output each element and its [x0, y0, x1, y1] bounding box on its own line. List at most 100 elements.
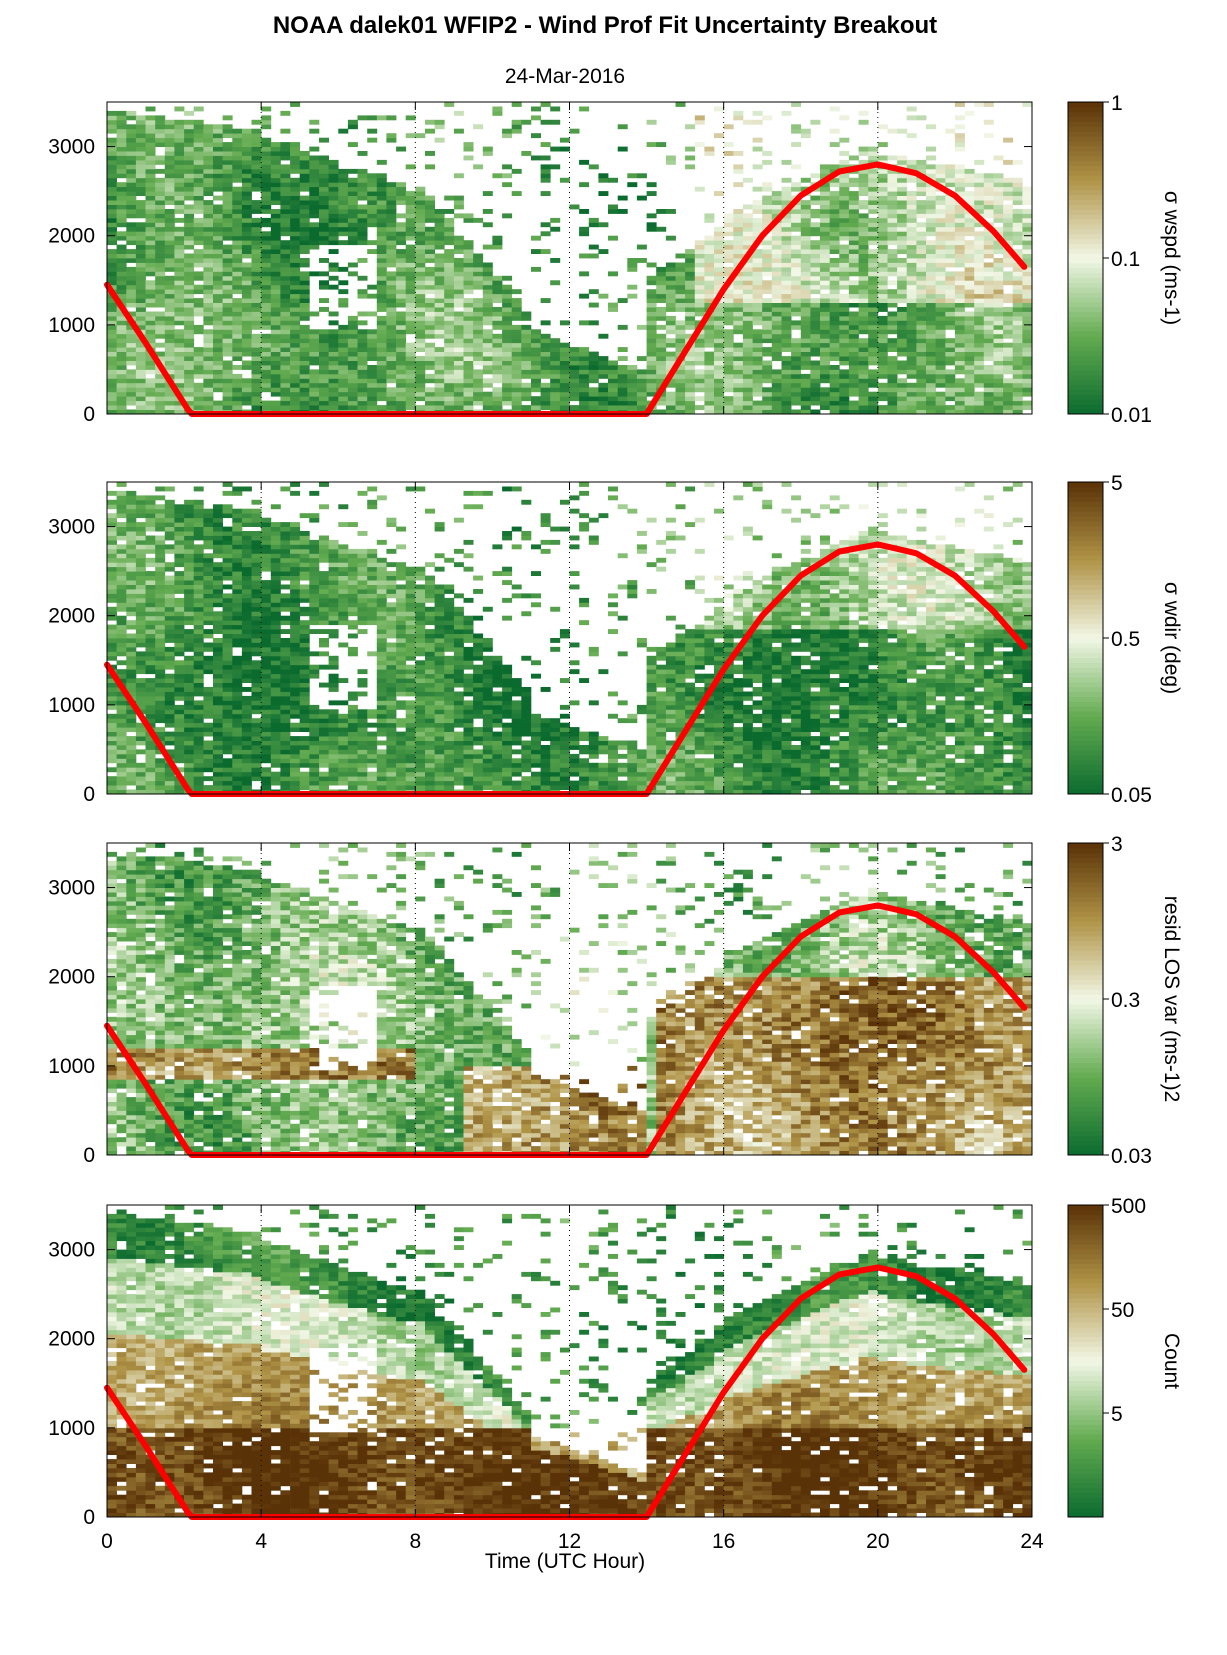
- heatmap-cell: [453, 369, 464, 375]
- heatmap-cell: [473, 333, 484, 339]
- heatmap-cell: [906, 164, 917, 170]
- heatmap-cell: [107, 615, 117, 621]
- heatmap-cell: [357, 173, 368, 179]
- heatmap-cell: [492, 311, 503, 317]
- heatmap-cell: [800, 298, 811, 303]
- heatmap-cell: [193, 369, 204, 375]
- heatmap-cell: [126, 329, 137, 335]
- heatmap-cell: [675, 333, 686, 339]
- heatmap-cell: [858, 186, 869, 192]
- heatmap-cell: [213, 338, 223, 344]
- heatmap-cell: [367, 137, 378, 143]
- heatmap-cell: [396, 253, 407, 259]
- heatmap-cell: [145, 284, 156, 290]
- heatmap-cell: [704, 324, 715, 330]
- heatmap-cell: [502, 382, 513, 388]
- heatmap-cell: [453, 396, 464, 402]
- heatmap-cell: [145, 186, 156, 192]
- heatmap-cell: [1022, 200, 1033, 205]
- heatmap-cell: [781, 266, 792, 272]
- heatmap-cell: [675, 102, 686, 107]
- heatmap-cell: [116, 213, 127, 219]
- heatmap-cell: [1003, 298, 1014, 303]
- heatmap-cell: [251, 177, 262, 183]
- heatmap-cell: [444, 342, 455, 348]
- heatmap-cell: [877, 391, 888, 397]
- heatmap-cell: [116, 289, 127, 295]
- heatmap-cell: [415, 356, 426, 361]
- heatmap-cell: [135, 213, 146, 219]
- heatmap-cell: [771, 204, 782, 210]
- heatmap-cell: [116, 522, 127, 527]
- heatmap-cell: [155, 209, 166, 214]
- heatmap-cell: [107, 378, 117, 384]
- heatmap-cell: [1012, 373, 1023, 379]
- heatmap-cell: [126, 620, 137, 626]
- heatmap-cell: [232, 258, 243, 263]
- heatmap-cell: [107, 704, 117, 710]
- heatmap-cell: [858, 168, 869, 174]
- heatmap-cell: [107, 740, 117, 746]
- heatmap-cell: [579, 159, 590, 165]
- heatmap-cell: [983, 119, 994, 125]
- heatmap-cell: [290, 378, 301, 384]
- heatmap-cell: [241, 244, 252, 250]
- heatmap-cell: [261, 382, 272, 388]
- heatmap-cell: [897, 231, 908, 237]
- heatmap-cell: [588, 365, 599, 370]
- heatmap-cell: [926, 124, 936, 130]
- colorbar-swatch: [1068, 189, 1103, 196]
- heatmap-cell: [155, 191, 166, 196]
- heatmap-cell: [135, 128, 146, 134]
- heatmap-cell: [993, 271, 1004, 277]
- heatmap-cell: [646, 391, 657, 397]
- heatmap-cell: [463, 400, 474, 406]
- heatmap-cell: [164, 128, 175, 134]
- heatmap-cell: [155, 762, 166, 768]
- heatmap-cell: [463, 365, 474, 370]
- heatmap-cell: [241, 137, 252, 143]
- heatmap-cell: [579, 293, 590, 299]
- heatmap-cell: [675, 298, 686, 303]
- heatmap-cell: [1003, 209, 1014, 214]
- heatmap-cell: [425, 342, 435, 348]
- heatmap-cell: [974, 324, 985, 330]
- heatmap-cell: [261, 240, 272, 246]
- heatmap-cell: [531, 396, 541, 402]
- colorbar-swatch: [1068, 219, 1103, 225]
- heatmap-cell: [945, 347, 956, 352]
- heatmap-cell: [877, 226, 888, 232]
- heatmap-cell: [309, 173, 320, 179]
- heatmap-cell: [453, 356, 464, 361]
- heatmap-cell: [155, 508, 166, 514]
- heatmap-cell: [492, 235, 503, 241]
- heatmap-cell: [839, 200, 850, 205]
- heatmap-cell: [463, 217, 474, 223]
- heatmap-cell: [135, 164, 146, 170]
- heatmap-cell: [906, 369, 917, 375]
- heatmap-cell: [858, 235, 869, 241]
- heatmap-cell: [126, 258, 137, 263]
- colorbar-swatch: [1068, 258, 1103, 264]
- heatmap-cell: [569, 360, 580, 366]
- heatmap-cell: [954, 226, 965, 232]
- heatmap-cell: [1003, 347, 1014, 352]
- heatmap-cell: [579, 391, 590, 397]
- heatmap-cell: [916, 280, 927, 286]
- heatmap-cell: [145, 517, 156, 523]
- heatmap-cell: [877, 249, 888, 254]
- heatmap-cell: [319, 284, 329, 290]
- heatmap-cell: [1003, 342, 1014, 348]
- heatmap-cell: [781, 315, 792, 321]
- heatmap-cell: [232, 231, 243, 237]
- heatmap-cell: [502, 378, 513, 384]
- heatmap-cell: [656, 409, 667, 415]
- heatmap-cell: [916, 391, 927, 397]
- heatmap-cell: [193, 200, 204, 205]
- heatmap-cell: [444, 249, 455, 254]
- heatmap-cell: [126, 597, 137, 603]
- heatmap-cell: [771, 356, 782, 361]
- heatmap-cell: [222, 378, 233, 384]
- heatmap-cell: [636, 195, 647, 201]
